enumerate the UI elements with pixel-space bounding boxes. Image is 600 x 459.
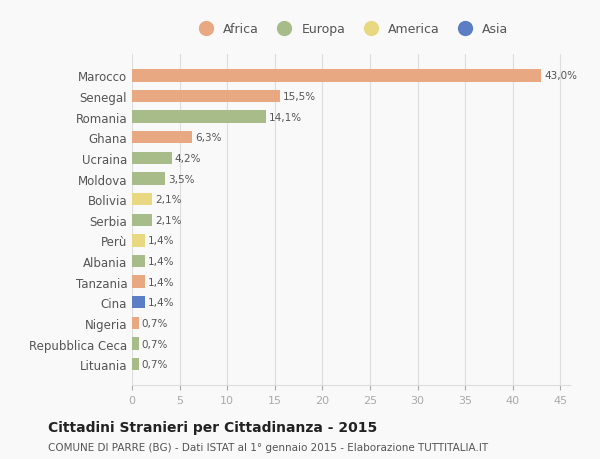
Text: 15,5%: 15,5% [283, 92, 316, 102]
Legend: Africa, Europa, America, Asia: Africa, Europa, America, Asia [188, 18, 514, 41]
Bar [132, 194, 152, 206]
Bar [132, 235, 145, 247]
Text: 0,7%: 0,7% [142, 339, 168, 349]
Text: 6,3%: 6,3% [195, 133, 221, 143]
Bar [132, 132, 192, 144]
Bar [132, 173, 166, 185]
Text: 4,2%: 4,2% [175, 154, 202, 163]
Bar [132, 338, 139, 350]
Text: 3,5%: 3,5% [168, 174, 194, 184]
Bar [132, 152, 172, 165]
Text: 1,4%: 1,4% [148, 236, 175, 246]
Text: 14,1%: 14,1% [269, 112, 302, 123]
Bar [132, 297, 145, 309]
Bar [132, 276, 145, 288]
Text: Cittadini Stranieri per Cittadinanza - 2015: Cittadini Stranieri per Cittadinanza - 2… [48, 420, 377, 434]
Text: COMUNE DI PARRE (BG) - Dati ISTAT al 1° gennaio 2015 - Elaborazione TUTTITALIA.I: COMUNE DI PARRE (BG) - Dati ISTAT al 1° … [48, 442, 488, 452]
Bar [132, 70, 541, 83]
Bar [132, 358, 139, 370]
Text: 1,4%: 1,4% [148, 277, 175, 287]
Bar [132, 214, 152, 226]
Text: 0,7%: 0,7% [142, 359, 168, 369]
Text: 1,4%: 1,4% [148, 297, 175, 308]
Text: 2,1%: 2,1% [155, 215, 181, 225]
Text: 43,0%: 43,0% [544, 71, 577, 81]
Bar [132, 91, 280, 103]
Bar [132, 255, 145, 268]
Text: 2,1%: 2,1% [155, 195, 181, 205]
Bar [132, 317, 139, 330]
Text: 1,4%: 1,4% [148, 257, 175, 267]
Bar [132, 111, 266, 123]
Text: 0,7%: 0,7% [142, 318, 168, 328]
